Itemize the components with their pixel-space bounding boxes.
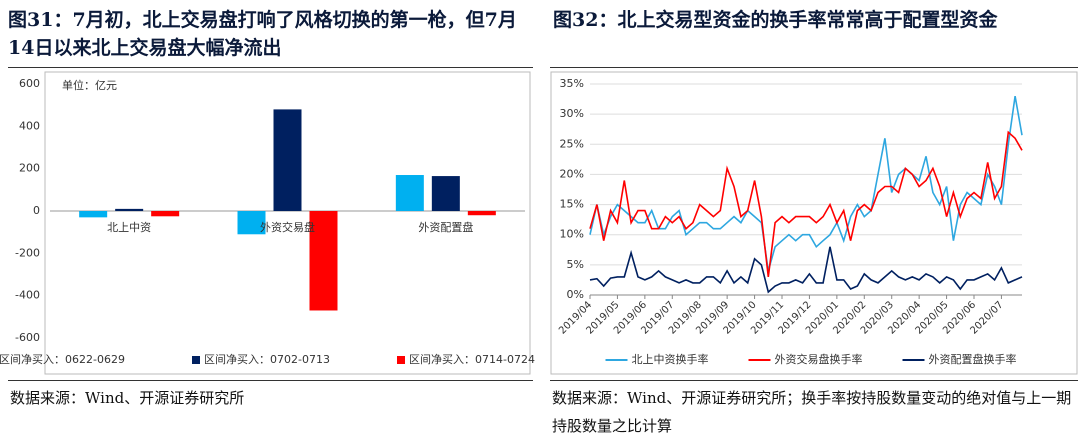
plot-frame — [44, 71, 531, 375]
y-tick-label: 20% — [560, 167, 584, 180]
plot-frame — [550, 71, 1078, 375]
y-tick-label: 25% — [560, 137, 584, 150]
y-tick-label: 0% — [567, 288, 584, 301]
y-tick-label: 10% — [560, 228, 584, 241]
bar — [237, 211, 266, 235]
line-series — [589, 95, 1023, 272]
chart-title: 图31：7月初，北上交易盘打响了风格切换的第一枪，但7月14日以来北上交易盘大幅… — [8, 9, 517, 59]
line-series — [589, 246, 1023, 294]
rule — [550, 67, 1078, 68]
bar — [273, 109, 302, 211]
y-tick-label: -600 — [15, 331, 40, 344]
legend-label: 北上中资换手率 — [632, 352, 709, 366]
rule — [550, 380, 1078, 381]
legend-label: 外资配置盘换手率 — [929, 352, 1017, 366]
y-tick-label: 200 — [19, 162, 40, 175]
bar — [467, 211, 496, 216]
y-tick-label: 0 — [33, 204, 40, 217]
bar — [151, 211, 180, 217]
bar — [79, 211, 108, 218]
source: 数据来源：Wind、开源证券研究所 — [10, 389, 245, 407]
legend-label: 区间净买入：0622-0629 — [0, 352, 125, 366]
y-tick-label: 600 — [19, 77, 40, 90]
legend-swatch — [192, 356, 200, 364]
legend-label: 区间净买入：0714-0724 — [409, 352, 535, 366]
bar — [431, 176, 460, 211]
legend-swatch — [397, 356, 405, 364]
legend-label: 外资交易盘换手率 — [775, 352, 863, 366]
y-tick-label: 35% — [560, 77, 584, 90]
bar — [115, 208, 144, 211]
chart-title: 图32：北上交易型资金的换手率常常高于配置型资金 — [553, 9, 998, 31]
y-tick-label: -400 — [15, 289, 40, 302]
y-tick-label: 15% — [560, 198, 584, 211]
y-tick-label: 30% — [560, 107, 584, 120]
x-tick-label: 外资配置盘 — [418, 220, 473, 234]
bar — [395, 175, 424, 211]
bar — [309, 211, 338, 311]
x-tick-label: 外资交易盘 — [260, 220, 315, 234]
rule — [8, 380, 533, 381]
line-series — [589, 130, 1023, 277]
x-tick-label: 北上中资 — [107, 221, 151, 234]
legend-label: 区间净买入：0702-0713 — [204, 352, 330, 366]
y-tick-label: -200 — [15, 246, 40, 259]
source: 数据来源：Wind、开源证券研究所；换手率按持股数量变动的绝对值与上一期持股数量… — [552, 389, 1072, 435]
rule — [8, 67, 533, 68]
y-tick-label: 5% — [567, 258, 584, 271]
y-tick-label: 400 — [19, 119, 40, 132]
unit-label: 单位：亿元 — [62, 78, 117, 92]
